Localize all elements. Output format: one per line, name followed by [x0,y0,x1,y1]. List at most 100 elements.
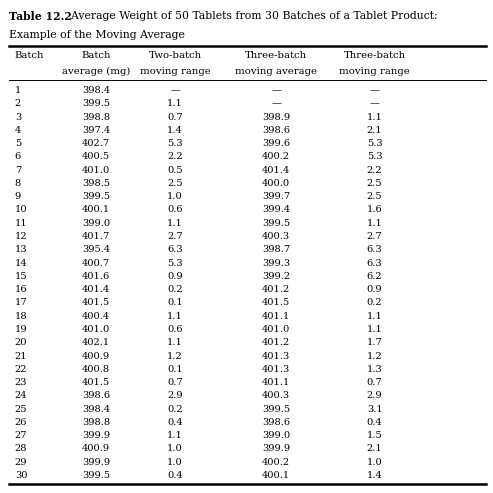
Text: 398.4: 398.4 [82,405,110,414]
Text: 26: 26 [15,418,27,427]
Text: 1.7: 1.7 [367,338,383,347]
Text: 0.9: 0.9 [367,285,383,294]
Text: 0.4: 0.4 [167,471,183,480]
Text: 400.0: 400.0 [262,179,290,188]
Text: 401.2: 401.2 [262,285,290,294]
Text: —: — [370,99,380,108]
Text: 17: 17 [15,298,28,308]
Text: 19: 19 [15,325,28,334]
Text: 0.1: 0.1 [167,365,183,374]
Text: —: — [370,86,380,95]
Text: 401.0: 401.0 [82,166,110,175]
Text: 11: 11 [15,219,28,228]
Text: 13: 13 [15,246,28,254]
Text: 399.9: 399.9 [82,458,110,467]
Text: 399.9: 399.9 [82,431,110,440]
Text: 398.6: 398.6 [262,126,290,135]
Text: 2.1: 2.1 [367,126,383,135]
Text: 20: 20 [15,338,27,347]
Text: 400.9: 400.9 [82,445,110,454]
Text: —: — [170,86,180,95]
Text: 1.2: 1.2 [367,352,383,360]
Text: 2.7: 2.7 [167,232,183,241]
Text: —: — [271,86,281,95]
Text: 399.2: 399.2 [262,272,290,281]
Text: 0.6: 0.6 [167,206,183,214]
Text: Average Weight of 50 Tablets from 30 Batches of a Tablet Product:: Average Weight of 50 Tablets from 30 Bat… [64,11,438,21]
Text: 9: 9 [15,192,21,201]
Text: 400.5: 400.5 [82,152,110,161]
Text: 401.0: 401.0 [262,325,290,334]
Text: 6.3: 6.3 [367,258,383,268]
Text: 3.1: 3.1 [367,405,383,414]
Text: 4: 4 [15,126,21,135]
Text: Batch: Batch [81,51,111,60]
Text: 1: 1 [15,86,21,95]
Text: 1.1: 1.1 [167,338,183,347]
Text: 29: 29 [15,458,27,467]
Text: 399.5: 399.5 [82,99,110,108]
Text: Two-batch: Two-batch [148,51,202,60]
Text: 401.3: 401.3 [262,365,290,374]
Text: 1.0: 1.0 [167,445,183,454]
Text: 1.4: 1.4 [167,126,183,135]
Text: 1.0: 1.0 [367,458,383,467]
Text: moving range: moving range [339,67,410,75]
Text: 401.7: 401.7 [82,232,110,241]
Text: moving average: moving average [235,67,317,75]
Text: 0.9: 0.9 [167,272,183,281]
Text: 2.5: 2.5 [367,192,383,201]
Text: 398.4: 398.4 [82,86,110,95]
Text: 1.3: 1.3 [367,365,383,374]
Text: 5.3: 5.3 [367,152,383,161]
Text: 1.1: 1.1 [167,312,183,320]
Text: 25: 25 [15,405,27,414]
Text: 0.7: 0.7 [167,378,183,387]
Text: 1.1: 1.1 [167,99,183,108]
Text: 399.5: 399.5 [262,219,290,228]
Text: 0.2: 0.2 [167,405,183,414]
Text: 399.0: 399.0 [82,219,110,228]
Text: 0.6: 0.6 [167,325,183,334]
Text: 0.1: 0.1 [167,298,183,308]
Text: 0.7: 0.7 [167,112,183,121]
Text: 1.1: 1.1 [167,219,183,228]
Text: 2.9: 2.9 [167,391,183,400]
Text: 22: 22 [15,365,27,374]
Text: 0.4: 0.4 [167,418,183,427]
Text: 30: 30 [15,471,27,480]
Text: 23: 23 [15,378,27,387]
Text: Table 12.2: Table 12.2 [9,11,72,22]
Text: 399.5: 399.5 [82,192,110,201]
Text: 12: 12 [15,232,28,241]
Text: 1.1: 1.1 [367,312,383,320]
Text: Batch: Batch [15,51,44,60]
Text: 1.4: 1.4 [367,471,383,480]
Text: 402.1: 402.1 [82,338,110,347]
Text: 401.5: 401.5 [82,378,110,387]
Text: 0.4: 0.4 [367,418,383,427]
Text: 400.2: 400.2 [262,152,290,161]
Text: 21: 21 [15,352,28,360]
Text: 1.5: 1.5 [367,431,383,440]
Text: 2.1: 2.1 [367,445,383,454]
Text: 7: 7 [15,166,21,175]
Text: 10: 10 [15,206,28,214]
Text: 401.2: 401.2 [262,338,290,347]
Text: 401.4: 401.4 [82,285,110,294]
Text: 400.8: 400.8 [82,365,110,374]
Text: 0.2: 0.2 [367,298,383,308]
Text: 399.7: 399.7 [262,192,290,201]
Text: 1.2: 1.2 [167,352,183,360]
Text: 395.4: 395.4 [82,246,110,254]
Text: 16: 16 [15,285,28,294]
Text: 398.7: 398.7 [262,246,290,254]
Text: 6.3: 6.3 [367,246,383,254]
Text: 2.2: 2.2 [367,166,383,175]
Text: 401.1: 401.1 [262,378,290,387]
Text: 2.5: 2.5 [167,179,183,188]
Text: 24: 24 [15,391,27,400]
Text: 0.7: 0.7 [367,378,383,387]
Text: 2: 2 [15,99,21,108]
Text: 399.4: 399.4 [262,206,290,214]
